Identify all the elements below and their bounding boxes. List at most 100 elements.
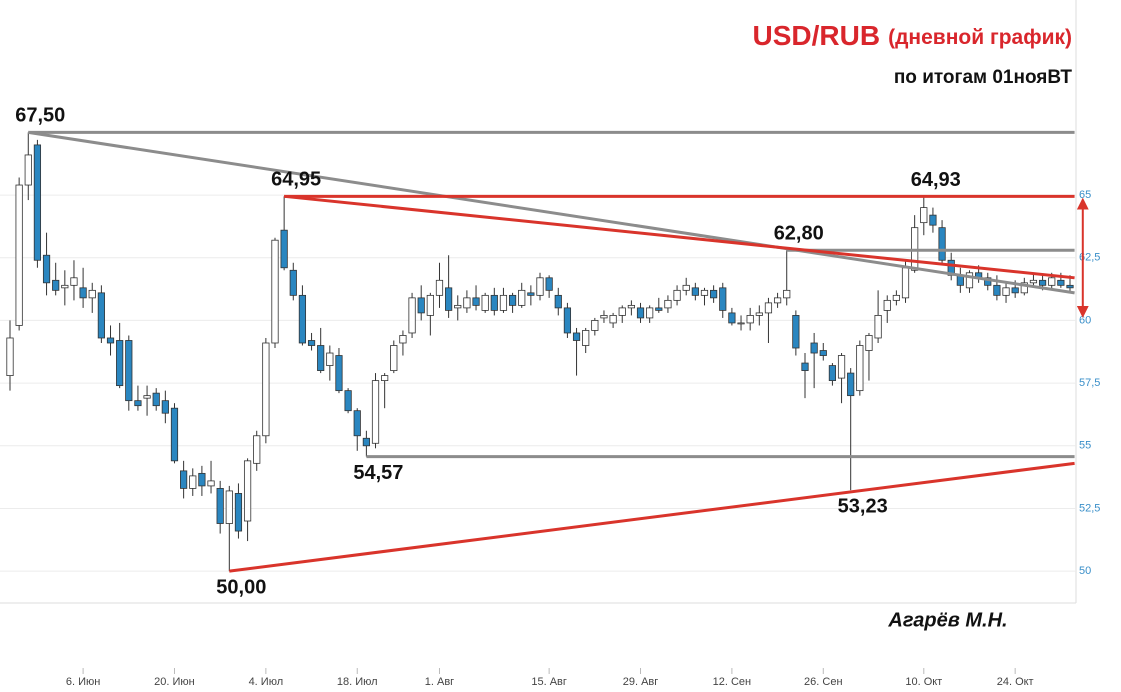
- y-tick-label: 55: [1079, 440, 1091, 452]
- candle-body: [243, 460, 252, 522]
- candle-body: [170, 407, 179, 462]
- candle-body: [856, 345, 864, 392]
- x-tick-label: 1. Авг: [425, 676, 454, 688]
- candle-body: [326, 352, 334, 366]
- candle-body: [865, 335, 873, 351]
- candle-body: [417, 297, 425, 314]
- candle-body: [1011, 287, 1019, 294]
- candle-body: [892, 294, 900, 301]
- candle-body: [591, 320, 599, 331]
- candle-body: [938, 227, 946, 261]
- level-label: 67,50: [15, 105, 65, 127]
- candle-body: [636, 307, 645, 319]
- candle-body: [755, 312, 763, 316]
- candle-body: [682, 284, 690, 291]
- candle-body: [993, 284, 1001, 296]
- title-note: (дневной график): [888, 26, 1072, 49]
- candle-body: [901, 267, 910, 299]
- candle-body: [253, 435, 261, 464]
- candle-body: [527, 292, 535, 296]
- candle-body: [801, 362, 809, 371]
- candle-body: [920, 207, 928, 224]
- title-main: USD/RUB: [753, 20, 881, 51]
- candle-body: [116, 340, 124, 387]
- candle-body: [837, 355, 846, 379]
- candle-body: [307, 340, 316, 346]
- candle-body: [454, 304, 462, 309]
- candle-body: [508, 294, 517, 306]
- candle-body: [262, 342, 270, 437]
- candle-body: [700, 289, 709, 296]
- y-tick-label: 65: [1079, 189, 1091, 201]
- candle-body: [70, 277, 78, 286]
- candle-body: [792, 315, 800, 349]
- candle-body: [764, 302, 773, 314]
- candle-body: [106, 337, 115, 344]
- candle-body: [152, 392, 160, 407]
- candle-body: [1038, 279, 1047, 286]
- trend-line: [229, 461, 1075, 573]
- candle-body: [42, 254, 51, 284]
- candle-body: [728, 312, 736, 324]
- candle-body: [97, 292, 105, 339]
- x-tick-label: 26. Сен: [804, 676, 842, 688]
- y-tick-label: 52,5: [1079, 502, 1100, 514]
- candle-body: [390, 345, 398, 371]
- candle-body: [61, 284, 69, 289]
- candle-body: [207, 480, 215, 487]
- candle-body: [655, 307, 663, 311]
- candle-body: [52, 279, 60, 291]
- candle-body: [125, 340, 133, 402]
- candle-body: [646, 307, 654, 319]
- candle-body: [472, 297, 480, 306]
- x-tick-label: 29. Авг: [623, 676, 659, 688]
- candle-body: [298, 294, 307, 344]
- candle-body: [426, 294, 434, 316]
- candle-body: [828, 365, 837, 382]
- candle-body: [536, 277, 544, 296]
- level-label: 53,23: [838, 495, 888, 517]
- candle-body: [582, 330, 590, 346]
- candle-body: [289, 269, 297, 296]
- x-tick-label: 4. Июл: [249, 676, 284, 688]
- x-tick-label: 10. Окт: [905, 676, 942, 688]
- candle-body: [33, 144, 42, 261]
- y-tick-label: 60: [1079, 314, 1091, 326]
- candle-body: [180, 470, 188, 489]
- candle-body: [280, 229, 288, 269]
- candle-body: [499, 294, 508, 311]
- author: Агарёв М.Н.: [887, 609, 1007, 631]
- candle-body: [399, 335, 407, 344]
- candle-body: [15, 184, 23, 326]
- candle-body: [1057, 279, 1065, 286]
- trend-line: [283, 194, 1075, 280]
- candle-body: [435, 279, 444, 296]
- candle-body: [381, 375, 389, 382]
- subtitle: по итогам 01нояВТ: [894, 67, 1073, 88]
- candle-body: [819, 350, 827, 356]
- candle-body: [225, 490, 233, 524]
- candle-body: [271, 239, 279, 344]
- x-tick-label: 12. Сен: [713, 676, 751, 688]
- candle-body: [609, 315, 617, 324]
- candle-body: [79, 287, 87, 299]
- candle-body: [161, 400, 169, 414]
- candle-body: [353, 410, 361, 437]
- candle-body: [24, 154, 32, 186]
- candle-body: [445, 287, 453, 311]
- candle-body: [719, 287, 727, 311]
- level-label: 64,93: [911, 169, 961, 191]
- candle-body: [408, 297, 416, 334]
- candle-body: [673, 289, 681, 301]
- candle-body: [1020, 282, 1028, 294]
- candle-body: [1048, 277, 1056, 286]
- candle-body: [783, 289, 791, 299]
- candle-body: [1002, 287, 1010, 296]
- candle-body: [234, 493, 243, 532]
- candle-body: [362, 437, 370, 447]
- candle-body: [874, 315, 882, 339]
- candle-body: [143, 395, 151, 399]
- candle-body: [691, 287, 699, 296]
- candle-body: [6, 337, 14, 376]
- y-tick-label: 50: [1079, 565, 1091, 577]
